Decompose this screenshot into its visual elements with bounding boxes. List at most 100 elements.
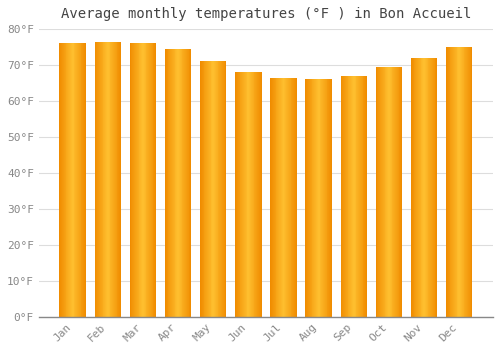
Bar [434,58,436,317]
Bar [346,76,348,317]
Bar [418,58,419,317]
Bar [436,58,438,317]
Bar [389,67,390,317]
Bar [178,49,179,317]
Bar [152,43,154,317]
Bar [397,67,398,317]
Bar [360,76,361,317]
Bar [425,58,426,317]
Bar [135,43,136,317]
Bar [70,43,71,317]
Bar [256,72,257,317]
Bar [244,72,245,317]
Bar [130,43,132,317]
Bar [398,67,400,317]
Bar [460,47,461,317]
Bar [278,78,279,317]
Bar [446,47,447,317]
Bar [223,62,224,317]
Bar [450,47,452,317]
Bar [132,43,134,317]
Bar [271,78,272,317]
Bar [66,43,68,317]
Bar [284,78,286,317]
Bar [272,78,273,317]
Bar [348,76,350,317]
Bar [150,43,151,317]
Bar [422,58,423,317]
Bar [74,43,76,317]
Bar [315,79,316,317]
Bar [204,62,206,317]
Bar [390,67,392,317]
Bar [396,67,397,317]
Bar [96,42,98,317]
Bar [456,47,458,317]
Bar [352,76,353,317]
Bar [120,42,121,317]
Bar [356,76,358,317]
Bar [138,43,140,317]
Bar [237,72,238,317]
Bar [61,43,62,317]
Bar [330,79,331,317]
Bar [60,43,61,317]
Bar [249,72,250,317]
Bar [216,62,218,317]
Bar [469,47,470,317]
Bar [366,76,367,317]
Bar [273,78,274,317]
Bar [104,42,105,317]
Bar [76,43,77,317]
Bar [80,43,82,317]
Bar [359,76,360,317]
Bar [428,58,430,317]
Bar [343,76,344,317]
Bar [464,47,466,317]
Bar [350,76,351,317]
Bar [207,62,208,317]
Bar [155,43,156,317]
Bar [386,67,387,317]
Bar [432,58,433,317]
Bar [414,58,416,317]
Bar [459,47,460,317]
Bar [462,47,464,317]
Bar [79,43,80,317]
Bar [274,78,276,317]
Bar [308,79,309,317]
Bar [136,43,137,317]
Bar [292,78,293,317]
Bar [201,62,202,317]
Bar [294,78,295,317]
Bar [412,58,414,317]
Bar [115,42,116,317]
Bar [254,72,256,317]
Bar [259,72,260,317]
Bar [470,47,472,317]
Bar [346,76,347,317]
Bar [100,42,102,317]
Bar [285,78,286,317]
Bar [279,78,280,317]
Bar [64,43,65,317]
Bar [358,76,359,317]
Bar [212,62,213,317]
Bar [314,79,315,317]
Bar [224,62,226,317]
Bar [351,76,352,317]
Bar [270,78,271,317]
Bar [188,49,190,317]
Bar [85,43,86,317]
Bar [215,62,216,317]
Bar [210,62,212,317]
Bar [280,78,281,317]
Bar [171,49,172,317]
Bar [382,67,383,317]
Bar [105,42,106,317]
Bar [154,43,156,317]
Bar [290,78,292,317]
Bar [364,76,365,317]
Bar [250,72,251,317]
Bar [452,47,453,317]
